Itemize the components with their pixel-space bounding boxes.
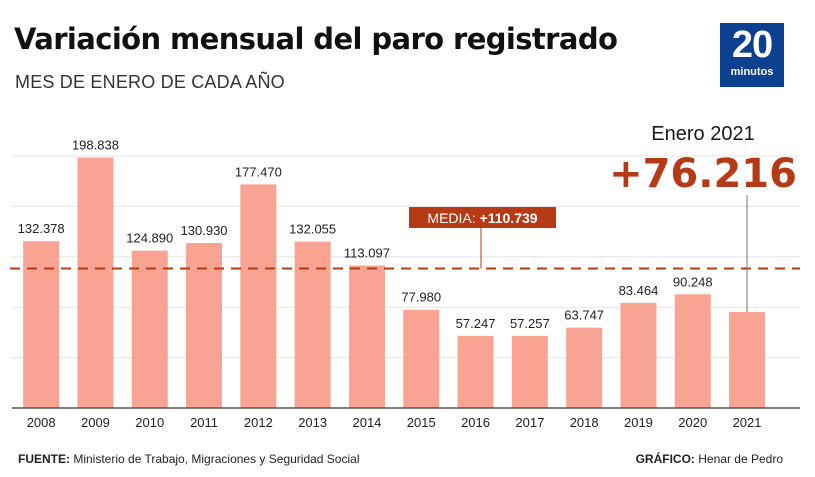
data-label: 132.055 <box>289 222 336 237</box>
data-label: 113.097 <box>344 245 390 260</box>
x-tick-label: 2015 <box>407 415 436 430</box>
bar <box>294 241 331 408</box>
credit-label: GRÁFICO: <box>635 452 695 466</box>
x-tick-label: 2019 <box>624 415 653 430</box>
x-tick-label: 2020 <box>678 415 707 430</box>
bar <box>403 309 440 408</box>
x-tick-label: 2010 <box>135 415 164 430</box>
bar <box>511 335 548 408</box>
x-tick-label: 2018 <box>570 415 599 430</box>
x-tick-label: 2014 <box>352 415 381 430</box>
credit-note: GRÁFICO: Henar de Pedro <box>636 452 783 466</box>
bar <box>240 184 277 408</box>
source-label: FUENTE: <box>18 452 70 466</box>
data-label: 198.838 <box>72 137 119 152</box>
credit-text: Henar de Pedro <box>698 452 783 466</box>
x-tick-labels-group: 2008 2009 2010 2011 2012 2013 2014 2015 2016 2017… <box>27 415 762 430</box>
average-badge-box <box>409 207 556 228</box>
highlight-label: Enero 2021 <box>651 123 754 145</box>
average-badge: MEDIA: +110.739 <box>409 207 556 269</box>
bar <box>348 265 385 408</box>
bar <box>729 311 766 408</box>
data-label: 83.464 <box>619 283 659 298</box>
bar <box>186 243 223 408</box>
x-tick-label: 2011 <box>190 415 218 430</box>
x-tick-label: 2008 <box>27 415 56 430</box>
value-labels-group: 132.378 198.838 124.890 130.930 177.470 132.0… <box>18 137 713 330</box>
chart-subtitle: MES DE ENERO DE CADA AÑO <box>15 72 285 92</box>
logo-text: minutos <box>730 66 774 78</box>
data-label: 132.378 <box>18 221 65 236</box>
data-label: 57.247 <box>456 316 496 331</box>
data-label: 77.980 <box>401 290 441 305</box>
logo-number: 20 <box>731 24 773 66</box>
bar <box>620 302 657 408</box>
average-badge-text: MEDIA: +110.739 <box>427 210 537 226</box>
x-tick-label: 2017 <box>515 415 544 430</box>
bar <box>457 335 494 408</box>
highlight-value: +76.216 <box>609 151 797 197</box>
x-tick-label: 2009 <box>81 415 110 430</box>
x-tick-label: 2021 <box>733 415 762 430</box>
bar <box>23 241 60 408</box>
x-tick-label: 2016 <box>461 415 490 430</box>
data-label: 124.890 <box>126 231 173 246</box>
data-label: 90.248 <box>673 274 713 289</box>
bar <box>131 250 168 408</box>
brand-logo: 20 minutos <box>720 23 784 87</box>
x-tick-label: 2013 <box>298 415 327 430</box>
data-label: 130.930 <box>181 223 228 238</box>
x-tick-label: 2012 <box>244 415 273 430</box>
data-label: 177.470 <box>235 164 282 179</box>
source-text: Ministerio de Trabajo, Migraciones y Seg… <box>73 452 360 466</box>
data-label: 63.747 <box>564 308 604 323</box>
bar <box>566 327 603 408</box>
bar <box>674 294 711 408</box>
source-note: FUENTE: Ministerio de Trabajo, Migracion… <box>18 452 360 466</box>
bar <box>77 157 114 408</box>
chart-title: Variación mensual del paro registrado <box>14 22 618 56</box>
data-label: 57.257 <box>510 316 550 331</box>
